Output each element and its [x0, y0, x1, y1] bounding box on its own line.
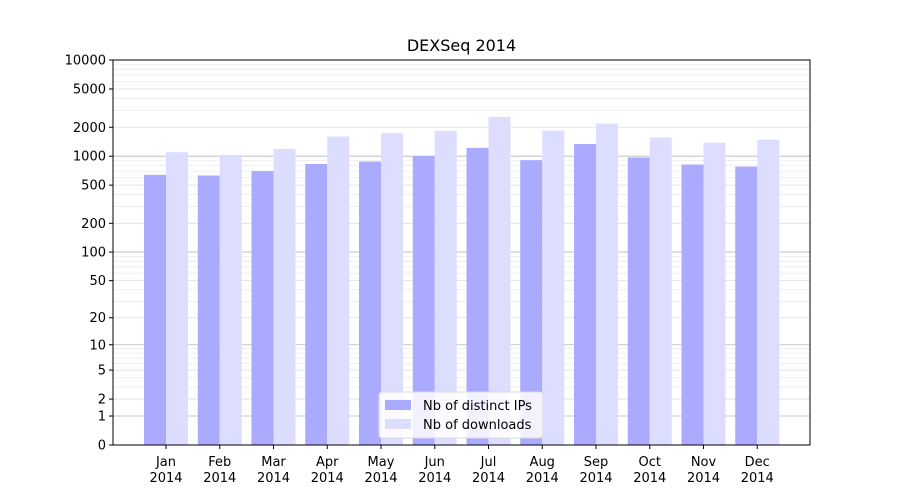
y-tick-label: 500: [81, 179, 106, 194]
bar-distinct-ips: [412, 156, 435, 445]
bar-distinct-ips: [574, 143, 596, 445]
y-tick-label: 1000: [73, 150, 106, 165]
bar-distinct-ips: [681, 164, 704, 446]
x-tick-label: Feb 2014: [203, 455, 236, 486]
bar-distinct-ips: [466, 147, 489, 445]
x-tick-label: Mar 2014: [257, 455, 290, 486]
bar-downloads: [434, 130, 457, 445]
bar-distinct-ips: [251, 171, 274, 446]
bar-downloads: [219, 154, 242, 446]
x-tick-label: Jan 2014: [149, 455, 182, 486]
x-tick-label: Apr 2014: [311, 455, 344, 486]
bar-downloads: [273, 148, 296, 445]
bar-distinct-ips: [144, 174, 166, 446]
y-tick-label: 2: [98, 393, 106, 408]
bar-downloads: [703, 142, 726, 445]
bar-downloads: [166, 152, 188, 446]
x-axis: Jan 2014 Feb 2014 Mar 2014 Apr 2014 May 2014 Jun 20…: [149, 445, 774, 486]
bar-distinct-ips: [305, 163, 328, 445]
y-tick-label: 1: [98, 410, 106, 425]
y-tick-label: 20: [89, 311, 106, 326]
bar-downloads: [596, 123, 618, 445]
y-tick-label: 0: [98, 439, 106, 454]
legend-swatch-distinct-ips: [385, 400, 411, 410]
y-tick-label: 10000: [65, 54, 106, 69]
legend: Nb of distinct IPs Nb of downloads: [378, 391, 544, 439]
x-tick-label: Dec 2014: [741, 455, 774, 486]
bar-distinct-ips: [735, 166, 758, 445]
x-tick-label: Sep 2014: [579, 455, 612, 486]
bar-downloads: [649, 137, 672, 445]
x-tick-label: Aug 2014: [526, 455, 559, 486]
x-tick-label: Jun 2014: [418, 455, 451, 486]
y-tick-label: 50: [89, 274, 106, 289]
x-tick-label: May 2014: [364, 455, 397, 486]
bar-downloads: [488, 116, 511, 445]
legend-box: [378, 391, 544, 439]
bar-distinct-ips: [359, 161, 381, 446]
bar-downloads: [381, 133, 403, 445]
y-axis: 0 1 2 5 10 20 50 100 200 500 1000 2000 5000 10000: [65, 54, 113, 454]
y-tick-label: 5: [98, 364, 106, 379]
bar-distinct-ips: [627, 157, 650, 445]
bar-distinct-ips: [520, 160, 543, 445]
y-tick-label: 10: [89, 338, 106, 353]
y-tick-label: 2000: [73, 121, 106, 136]
bar-downloads: [327, 136, 350, 445]
bar-downloads: [542, 130, 565, 445]
x-tick-label: Nov 2014: [687, 455, 720, 486]
legend-label-downloads: Nb of downloads: [423, 418, 532, 433]
chart-title: DEXSeq 2014: [407, 36, 516, 55]
bar-downloads: [757, 139, 780, 445]
legend-label-distinct-ips: Nb of distinct IPs: [423, 399, 532, 414]
x-tick-label: Oct 2014: [633, 455, 666, 486]
y-tick-label: 200: [81, 217, 106, 232]
y-tick-label: 5000: [73, 82, 106, 97]
x-tick-label: Jul 2014: [472, 455, 505, 486]
bars: [144, 116, 780, 446]
y-tick-label: 100: [81, 246, 106, 261]
legend-swatch-downloads: [385, 419, 411, 429]
bar-distinct-ips: [197, 175, 220, 445]
